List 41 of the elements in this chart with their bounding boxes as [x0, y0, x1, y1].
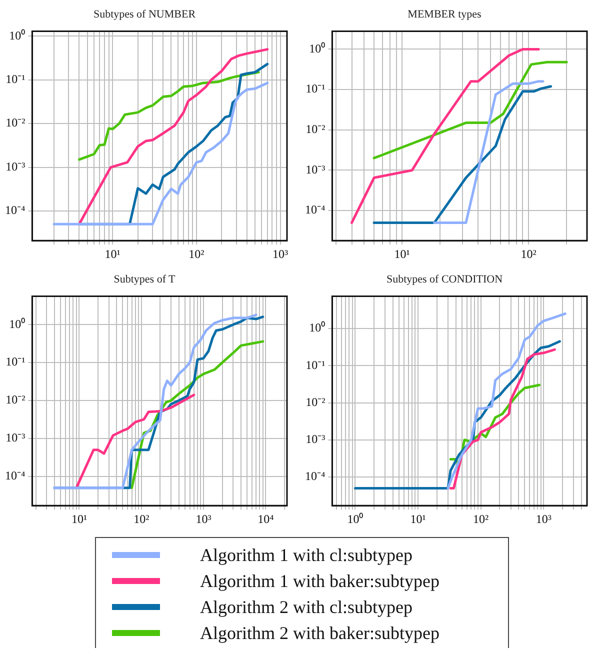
y-tick-label: 10⁻² [306, 122, 326, 136]
y-tick-label: 10⁻² [306, 394, 326, 409]
legend-label: Algorithm 2 with baker:subtypep [200, 622, 440, 644]
x-tick-label: 10³ [196, 512, 212, 526]
x-tick-label: 10¹ [104, 246, 121, 261]
y-tick-label: 10⁻⁴ [4, 203, 26, 218]
x-tick-label: 10¹ [71, 512, 88, 526]
y-tick-label: 10⁻¹ [6, 354, 26, 369]
y-tick-label: 10⁻¹ [306, 358, 326, 372]
x-tick-label: 10⁰ [347, 512, 364, 526]
y-tick-label: 10⁻² [6, 116, 26, 130]
y-tick-label: 10⁻³ [6, 159, 26, 174]
y-tick-label: 10⁰ [9, 28, 26, 42]
y-tick-label: 10⁰ [309, 320, 326, 335]
x-tick-label: 10² [134, 512, 150, 526]
chart-title: MEMBER types [408, 8, 482, 20]
legend-label: Algorithm 2 with cl:subtypep [200, 596, 412, 618]
x-tick-label: 10² [473, 512, 490, 526]
x-tick-label: 10¹ [410, 512, 426, 526]
legend-label: Algorithm 1 with baker:subtypep [200, 570, 440, 592]
y-tick-label: 10⁻³ [306, 432, 326, 446]
x-tick-label: 10⁴ [258, 512, 274, 526]
y-tick-label: 10⁻³ [306, 162, 326, 176]
x-tick-label: 10² [188, 246, 205, 261]
chart-title: Subtypes of NUMBER [93, 8, 196, 20]
y-tick-label: 10⁰ [309, 41, 326, 56]
chart-title: Subtypes of T [114, 273, 176, 286]
y-tick-label: 10⁻⁴ [4, 468, 26, 483]
y-tick-label: 10⁻² [6, 392, 26, 407]
y-tick-label: 10⁻³ [6, 430, 26, 445]
x-tick-label: 10³ [536, 512, 552, 526]
chart-title: Subtypes of CONDITION [386, 273, 503, 286]
x-tick-label: 10¹ [394, 246, 410, 261]
legend-label: Algorithm 1 with cl:subtypep [200, 544, 412, 566]
x-tick-label: 10² [520, 246, 537, 261]
y-tick-label: 10⁻⁴ [304, 202, 326, 217]
x-tick-label: 10³ [272, 246, 289, 261]
y-tick-label: 10⁻¹ [306, 82, 326, 96]
y-tick-label: 10⁻¹ [6, 72, 26, 86]
y-tick-label: 10⁰ [9, 316, 26, 331]
y-tick-label: 10⁻⁴ [304, 469, 326, 484]
